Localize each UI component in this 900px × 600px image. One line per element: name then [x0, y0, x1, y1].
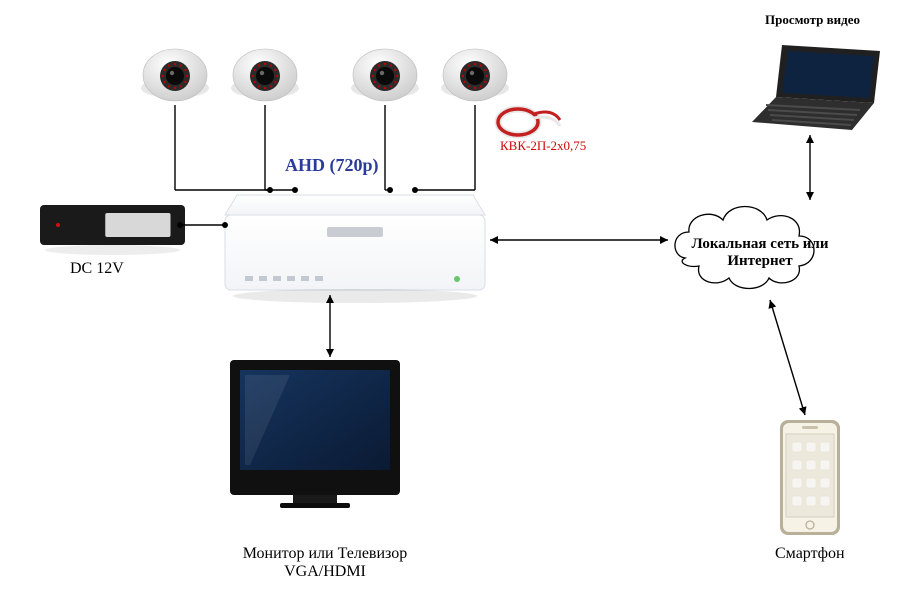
laptop-icon	[752, 45, 880, 130]
phone-label: Смартфон	[775, 545, 845, 563]
cable-coil-icon	[498, 109, 560, 135]
laptop-label: Просмотр видео	[765, 12, 860, 28]
psu-label: DC 12V	[70, 260, 124, 278]
dvr-icon	[225, 195, 485, 303]
camera-icon	[141, 49, 209, 101]
psu-icon	[40, 205, 185, 255]
cloud-label: Локальная сеть или Интернет	[690, 236, 830, 271]
camera-icon	[351, 49, 419, 101]
cable-label: КВК-2П-2х0,75	[500, 138, 586, 154]
smartphone-icon	[780, 420, 840, 535]
ahd-label: AHD (720p)	[285, 155, 379, 176]
monitor-icon	[230, 360, 400, 508]
camera-icon	[231, 49, 299, 101]
camera-icon	[441, 49, 509, 101]
monitor-label: Монитор или Телевизор VGA/HDMI	[235, 545, 415, 581]
